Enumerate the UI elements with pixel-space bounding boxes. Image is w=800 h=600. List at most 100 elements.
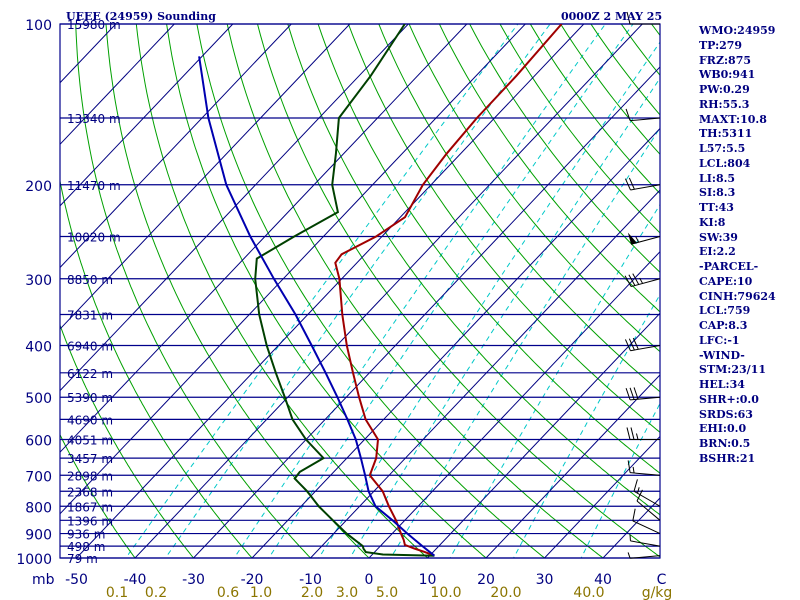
wind-barb (624, 177, 661, 191)
wind-barb (625, 108, 661, 122)
isotherm-line (251, 127, 660, 558)
height-label: 4051 m (67, 434, 113, 448)
mixing-ratio-tick-label: g/kg (642, 585, 673, 600)
index-row: CAP:8.3 (699, 319, 748, 332)
wind-barb-staff (630, 278, 661, 288)
temperature-tick-label: C (657, 572, 667, 588)
index-row: EHI:0.0 (699, 422, 747, 436)
temperature-tick-label: -20 (241, 572, 264, 588)
index-row: LCL:804 (699, 156, 751, 170)
pressure-tick-label: 700 (25, 469, 52, 485)
height-label: 2368 m (67, 485, 113, 499)
isotherm-line (60, 24, 409, 392)
wind-barb-half (637, 487, 640, 494)
mixing-ratio-tick-label: 0.2 (145, 585, 167, 600)
mixing-ratio-line (125, 24, 519, 558)
temperature-tick-label: -10 (299, 572, 322, 588)
index-row: BSHR:21 (699, 451, 756, 465)
pressure-tick-label: 800 (25, 500, 52, 516)
dry-adiabat-line (317, 24, 660, 474)
height-label: 6122 m (67, 367, 113, 381)
wind-barb-full (628, 177, 635, 190)
wind-barb (626, 11, 660, 25)
mixing-ratio-tick-label: 5.0 (376, 585, 398, 600)
height-label: 13340 m (67, 112, 121, 126)
wind-barb-full (636, 489, 643, 502)
index-row: HEL:34 (699, 378, 745, 391)
index-row: SI:8.3 (699, 186, 736, 200)
ylabel: mb (32, 572, 55, 588)
wind-barb-full (626, 11, 631, 25)
index-row: L57:5.5 (699, 142, 746, 155)
height-label: 5390 m (67, 391, 113, 405)
wind-barb (627, 232, 661, 245)
wind-barb (624, 273, 661, 288)
index-row: LI:8.5 (699, 171, 736, 185)
isotherm-line (76, 24, 585, 558)
wind-barb-staff (630, 396, 661, 401)
wind-barb-staff (630, 540, 661, 547)
plot-frame (59, 23, 661, 559)
dry-adiabat-line (226, 24, 604, 558)
wind-barb-full (624, 178, 631, 191)
index-row: RH:55.3 (699, 97, 750, 111)
height-label: 15980 m (67, 18, 121, 32)
pressure-tick-label: 500 (25, 391, 52, 407)
wind-barb-full (628, 338, 635, 351)
wind-barb-full (633, 479, 638, 492)
mixing-ratio-tick-label: 0.1 (106, 585, 128, 600)
wind-barb-full (633, 387, 639, 400)
index-row: WB0:941 (699, 68, 756, 82)
index-row: KI:8 (699, 215, 726, 229)
height-label: 79 m (67, 552, 98, 566)
mixing-ratio-line (349, 77, 660, 558)
pressure-tick-label: 100 (25, 18, 52, 34)
pressure-tick-label: 400 (25, 340, 52, 356)
height-label: 2898 m (67, 469, 113, 483)
height-label: 936 m (67, 528, 105, 542)
pressure-tick-label: 600 (25, 434, 52, 450)
dry-adiabat-line (378, 24, 660, 393)
dry-adiabat-line (60, 323, 195, 558)
dry-adiabat-line (469, 24, 660, 273)
pressure-tick-label: 1000 (16, 552, 52, 568)
pressure-tick-label: 300 (25, 273, 52, 289)
dry-adiabat-line (287, 24, 660, 516)
wind-barb-staff (633, 490, 661, 507)
parcel-profile (198, 56, 436, 557)
temperature-tick-label: -50 (65, 572, 88, 588)
height-label: 498 m (67, 540, 105, 554)
dry-adiabat-line (166, 24, 487, 558)
index-row: -WIND- (699, 348, 745, 362)
dry-adiabat-line (60, 433, 136, 558)
dry-adiabat-line (75, 24, 312, 558)
wind-barbs (624, 11, 661, 559)
index-row: SHR+:0.0 (699, 392, 759, 406)
wind-barb-half (632, 466, 635, 474)
index-row: CAPE:10 (699, 274, 753, 288)
isotherm-line (427, 312, 660, 558)
height-label: 6940 m (67, 340, 113, 354)
wind-barb (629, 534, 661, 547)
mixing-ratio-line (390, 127, 660, 558)
temperature-tick-label: 0 (365, 572, 374, 588)
index-row: EI:2.2 (699, 245, 736, 259)
mixing-ratio-lines (125, 24, 660, 558)
isotherm-line (193, 66, 660, 558)
chart-title: UEEE (24959) Sounding (66, 10, 216, 23)
index-row: MAXT:10.8 (699, 112, 767, 126)
isotherm-line (485, 374, 660, 558)
index-row: LFC:-1 (699, 333, 740, 347)
chart-datetime: 0000Z 2 MAY 25 (561, 10, 663, 23)
index-row: PW:0.29 (699, 83, 750, 96)
wind-barb-full (632, 273, 640, 285)
isotherm-line (368, 250, 660, 558)
dry-adiabat-line (105, 24, 370, 558)
temperature-tick-label: -40 (124, 572, 147, 588)
pressure-tick-labels: 100 200 300 400 500 600 700 800 900 1000 (16, 18, 52, 568)
dry-adiabat-line (256, 24, 660, 558)
temperature-tick-label: 10 (419, 572, 437, 588)
height-label: 10020 m (67, 230, 121, 244)
dry-adiabat-line (347, 24, 660, 433)
